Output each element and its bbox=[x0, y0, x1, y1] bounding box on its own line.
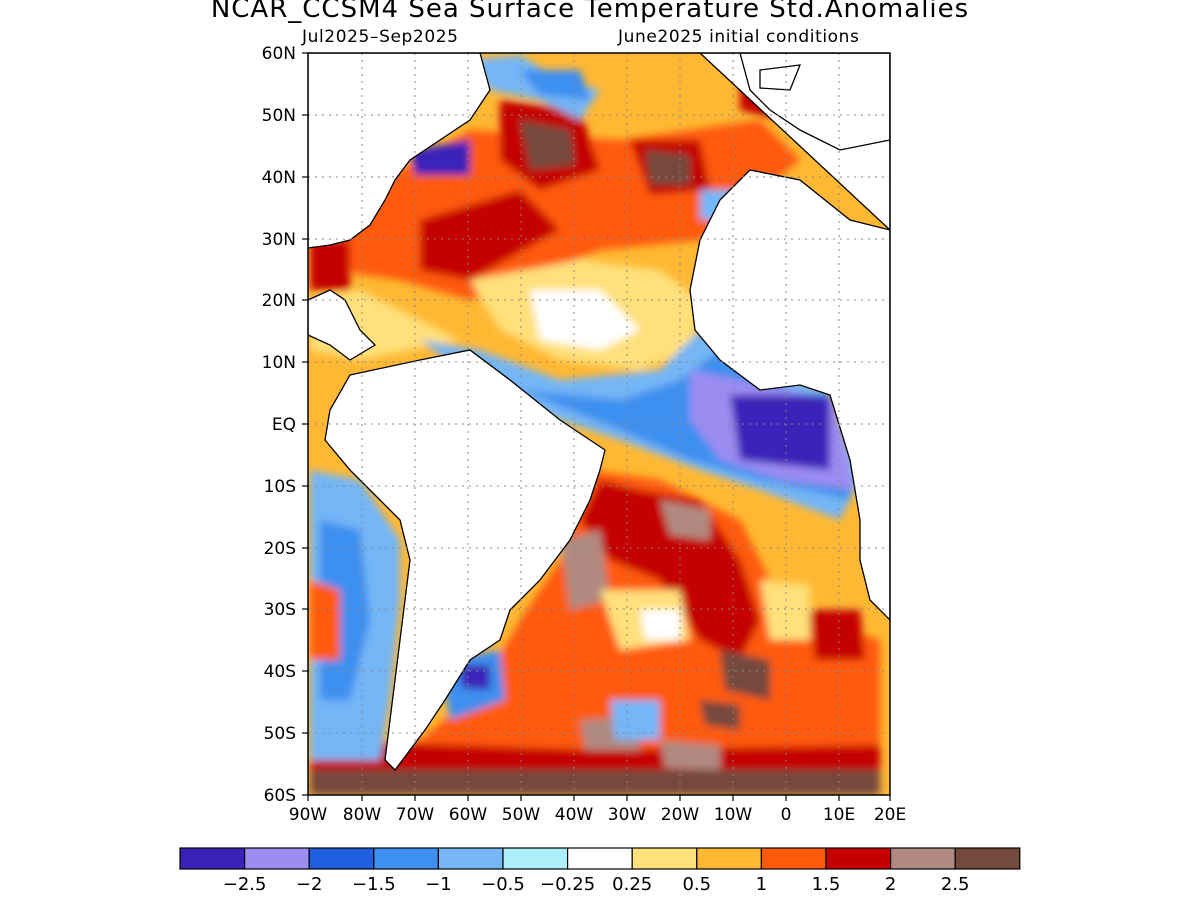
colorbar-label: 2 bbox=[885, 874, 896, 895]
lat-label: EQ bbox=[272, 415, 296, 435]
lon-label: 90W bbox=[289, 805, 328, 825]
lon-label: 20W bbox=[661, 805, 700, 825]
lat-label: 30N bbox=[262, 230, 296, 250]
map-title: NCAR_CCSM4 Sea Surface Temperature Std.A… bbox=[210, 0, 970, 24]
lon-label: 50W bbox=[502, 805, 541, 825]
colorbar-swatch bbox=[566, 847, 633, 870]
lon-label: 10W bbox=[714, 805, 753, 825]
colorbar-label: 1 bbox=[756, 874, 767, 895]
colorbar-swatch bbox=[825, 847, 892, 870]
axis-ticks bbox=[302, 52, 891, 801]
colorbar-label: 0.5 bbox=[682, 874, 711, 895]
colorbar-label: −1 bbox=[425, 874, 452, 895]
lat-label: 20S bbox=[264, 539, 296, 559]
lon-label: 20E bbox=[874, 805, 906, 825]
lon-label: 40W bbox=[555, 805, 594, 825]
colorbar-label: 0.25 bbox=[612, 874, 652, 895]
colorbar-swatch bbox=[437, 847, 504, 870]
graticule bbox=[308, 53, 890, 795]
lon-label: 80W bbox=[343, 805, 382, 825]
lon-label: 70W bbox=[396, 805, 435, 825]
lon-label: 10E bbox=[823, 805, 855, 825]
lat-label: 40S bbox=[264, 662, 296, 682]
lat-label: 20N bbox=[262, 291, 296, 311]
colorbar: −2.5 −2 −1.5 −1 −0.5 −0.25 0.25 0.5 1 1.5 2 2.5 bbox=[179, 847, 1021, 895]
anomaly-field bbox=[308, 53, 890, 795]
colorbar-swatch bbox=[373, 847, 439, 870]
lon-label: 0 bbox=[781, 805, 792, 825]
latitude-labels: 60N 50N 40N 30N 20N 10N EQ 10S 20S 30S 4… bbox=[262, 44, 296, 806]
lat-label: 10N bbox=[262, 353, 296, 373]
colorbar-swatch bbox=[696, 847, 762, 870]
lat-label: 60N bbox=[262, 44, 296, 64]
colorbar-swatch bbox=[502, 847, 569, 870]
lat-label: 60S bbox=[264, 786, 296, 806]
colorbar-swatch bbox=[179, 847, 246, 870]
initial-conditions: June2025 initial conditions bbox=[618, 27, 860, 47]
lat-label: 10S bbox=[264, 477, 296, 497]
lat-label: 40N bbox=[262, 168, 296, 188]
colorbar-swatch bbox=[760, 847, 827, 870]
lat-label: 50N bbox=[262, 106, 296, 126]
colorbar-label: −0.25 bbox=[540, 874, 595, 895]
forecast-period: Jul2025–Sep2025 bbox=[302, 27, 459, 47]
lat-label: 30S bbox=[264, 600, 296, 620]
colorbar-label: −1.5 bbox=[352, 874, 396, 895]
colorbar-label: 2.5 bbox=[941, 874, 970, 895]
continents bbox=[308, 53, 890, 771]
colorbar-label: −0.5 bbox=[481, 874, 525, 895]
lat-label: 50S bbox=[264, 724, 296, 744]
colorbar-swatch bbox=[954, 847, 1021, 870]
colorbar-label: 1.5 bbox=[812, 874, 841, 895]
colorbar-swatch bbox=[308, 847, 375, 870]
colorbar-swatch bbox=[889, 847, 956, 870]
lon-label: 60W bbox=[449, 805, 488, 825]
lon-label: 30W bbox=[608, 805, 647, 825]
colorbar-label: −2 bbox=[296, 874, 323, 895]
colorbar-swatch bbox=[244, 847, 310, 870]
colorbar-label: −2.5 bbox=[223, 874, 267, 895]
colorbar-swatch bbox=[631, 847, 698, 870]
longitude-labels: 90W 80W 70W 60W 50W 40W 30W 20W 10W 0 10… bbox=[289, 805, 906, 825]
